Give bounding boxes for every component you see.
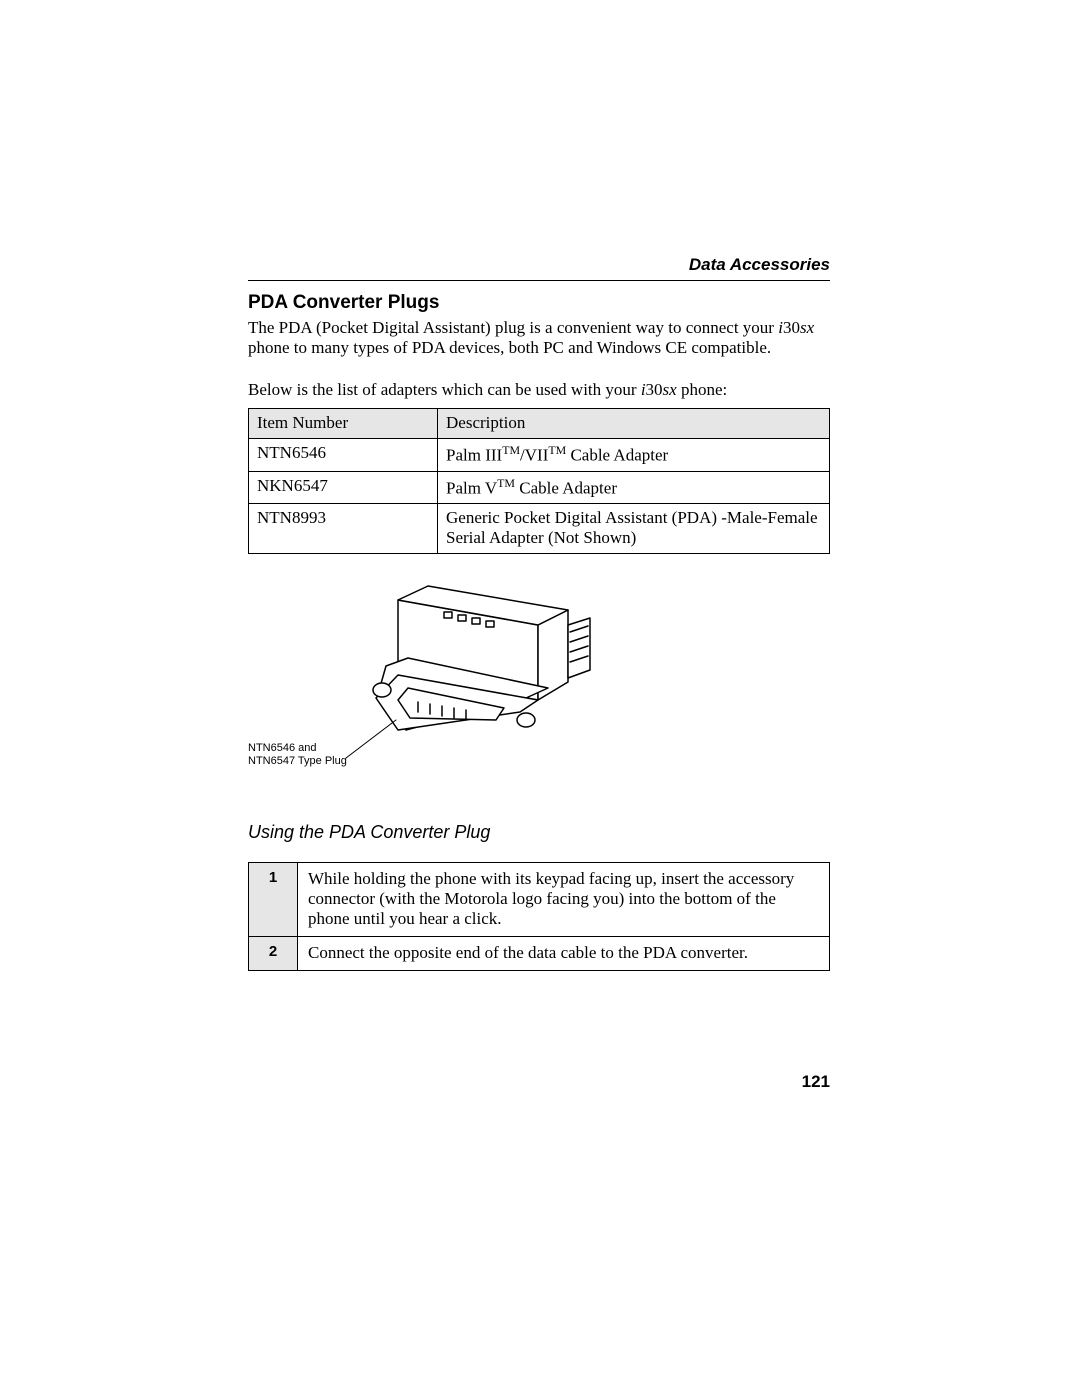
tm-icon: TM <box>497 476 515 490</box>
table-row: NTN6546 Palm IIITM/VIITM Cable Adapter <box>249 439 830 472</box>
item-desc: Generic Pocket Digital Assistant (PDA) -… <box>438 504 830 554</box>
table-row: NTN8993 Generic Pocket Digital Assistant… <box>249 504 830 554</box>
item-number: NTN6546 <box>249 439 438 472</box>
steps-table: 1 While holding the phone with its keypa… <box>248 862 830 971</box>
intro-paragraph: The PDA (Pocket Digital Assistant) plug … <box>248 318 830 357</box>
item-number: NTN8993 <box>249 504 438 554</box>
plug-diagram: NTN6546 and NTN6547 Type Plug <box>248 570 830 790</box>
col-header-desc: Description <box>438 409 830 439</box>
intro-post: phone to many types of PDA devices, both… <box>248 338 771 357</box>
item-desc: Palm IIITM/VIITM Cable Adapter <box>438 439 830 472</box>
desc-pre: Palm III <box>446 446 502 465</box>
desc-mid: /VII <box>520 446 548 465</box>
tm-icon: TM <box>548 443 566 457</box>
table-row: 1 While holding the phone with its keypa… <box>249 863 830 937</box>
subheading: Using the PDA Converter Plug <box>248 822 490 843</box>
caption-line2: NTN6547 Type Plug <box>248 755 347 767</box>
lead-model-suffix: sx <box>663 380 677 399</box>
page-title: PDA Converter Plugs <box>248 292 439 314</box>
model-suffix: sx <box>800 318 814 337</box>
desc-post: Cable Adapter <box>566 446 668 465</box>
page: Data Accessories PDA Converter Plugs The… <box>0 0 1080 1397</box>
item-number: NKN6547 <box>249 471 438 504</box>
intro-pre: The PDA (Pocket Digital Assistant) plug … <box>248 318 778 337</box>
step-text: Connect the opposite end of the data cab… <box>298 937 830 971</box>
desc-pre: Palm V <box>446 478 497 497</box>
header-rule <box>248 280 830 281</box>
model-num: 30 <box>783 318 800 337</box>
tm-icon: TM <box>502 443 520 457</box>
lead-post: phone: <box>677 380 728 399</box>
lead-paragraph: Below is the list of adapters which can … <box>248 380 830 400</box>
item-desc: Palm VTM Cable Adapter <box>438 471 830 504</box>
adapter-table: Item Number Description NTN6546 Palm III… <box>248 408 830 554</box>
lead-model-num: 30 <box>646 380 663 399</box>
table-row: NKN6547 Palm VTM Cable Adapter <box>249 471 830 504</box>
step-number: 2 <box>249 937 298 971</box>
lead-pre: Below is the list of adapters which can … <box>248 380 641 399</box>
table-row: 2 Connect the opposite end of the data c… <box>249 937 830 971</box>
table-header-row: Item Number Description <box>249 409 830 439</box>
caption-line1: NTN6546 and <box>248 742 317 754</box>
step-text: While holding the phone with its keypad … <box>298 863 830 937</box>
section-header: Data Accessories <box>689 255 830 275</box>
desc-post: Cable Adapter <box>515 478 617 497</box>
step-number: 1 <box>249 863 298 937</box>
col-header-item: Item Number <box>249 409 438 439</box>
plug-caption: NTN6546 and NTN6547 Type Plug <box>248 742 347 767</box>
page-number: 121 <box>802 1072 830 1092</box>
